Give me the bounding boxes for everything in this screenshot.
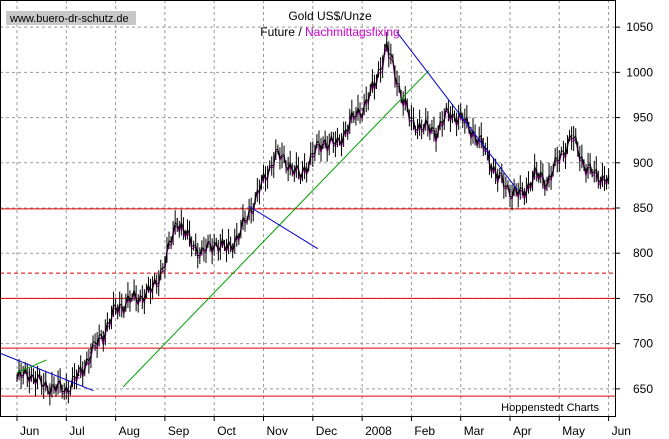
future-point [496, 175, 499, 178]
future-point [53, 386, 55, 388]
future-point [201, 252, 203, 255]
future-point [336, 143, 339, 146]
future-point [607, 175, 610, 178]
future-point [385, 44, 388, 47]
future-point [558, 157, 561, 160]
fixing-point [361, 109, 363, 112]
future-point [398, 85, 400, 87]
chart-title: Gold US$/Unze [288, 9, 372, 23]
future-point [114, 308, 117, 311]
future-point [546, 180, 548, 182]
future-point [410, 121, 413, 123]
credit-text: Hoppenstedt Charts [501, 402, 599, 414]
future-point [570, 134, 573, 137]
fixing-point [201, 254, 203, 256]
future-point [28, 371, 31, 374]
fixing-point [77, 377, 80, 379]
future-point [287, 161, 289, 164]
trend-line [248, 205, 318, 250]
future-point [509, 189, 511, 191]
y-tick-label: 1050 [626, 20, 653, 34]
future-point [151, 288, 154, 291]
x-tick-label: Jun [612, 424, 631, 438]
x-tick-label: Feb [414, 424, 435, 438]
future-point [275, 152, 277, 155]
chart-subtitle: Future / Nachmittagsfixing [260, 25, 399, 39]
future-point [40, 383, 43, 386]
future-point [373, 85, 376, 87]
future-point [595, 175, 598, 178]
future-point [324, 139, 326, 141]
trend-line [396, 31, 518, 191]
trend-line [16, 359, 47, 374]
y-tick-label: 850 [633, 201, 653, 215]
future-point [312, 152, 314, 155]
future-point [139, 295, 142, 298]
y-tick-label: 800 [633, 246, 653, 260]
trend-line [0, 352, 94, 392]
future-point [16, 377, 18, 379]
future-point [262, 180, 265, 182]
x-tick-label: Nov [267, 424, 288, 438]
x-tick-label: Apr [513, 424, 532, 438]
y-tick-labels: 650 700 750 800 850 900 950 1000 1050 [615, 20, 653, 396]
fixing-point [262, 181, 265, 184]
future-point [225, 247, 228, 250]
future-point [533, 172, 536, 175]
future-point [65, 388, 68, 390]
fixing-point [459, 118, 462, 121]
future-point [77, 374, 80, 377]
y-tick-label: 900 [633, 156, 653, 170]
y-tick-label: 650 [633, 382, 653, 396]
x-tick-label: Dec [316, 424, 337, 438]
future-point [176, 218, 179, 220]
trend-line [122, 70, 430, 388]
x-tick-label: Sep [168, 424, 190, 438]
watermark-box [6, 11, 136, 25]
x-tick-label: Mar [464, 424, 485, 438]
future-point [459, 116, 462, 119]
subtitle-fixing: Nachmittagsfixing [305, 25, 400, 39]
y-tick-label: 750 [633, 291, 653, 305]
future-point [238, 234, 240, 236]
future-point [188, 238, 191, 241]
y-tick-label: 700 [633, 337, 653, 351]
future-point [164, 261, 166, 264]
future-point [361, 107, 363, 110]
x-tick-label: Jun [20, 424, 39, 438]
future-point [90, 351, 92, 354]
future-series-layer [16, 32, 610, 406]
future-point [521, 193, 524, 196]
y-tick-label: 950 [633, 111, 653, 125]
trend-lines-layer [0, 31, 518, 392]
future-point [435, 130, 437, 132]
future-point [102, 332, 105, 334]
x-tick-label: Oct [217, 424, 236, 438]
x-tick-label: May [562, 424, 585, 438]
x-tick-label: 2008 [365, 424, 392, 438]
future-series [16, 32, 610, 406]
subtitle-future: Future / [260, 25, 305, 39]
x-tick-label: Aug [119, 424, 140, 438]
x-tick-label: Jul [69, 424, 84, 438]
x-tick-labels: Jun Jul Aug Sep Oct Nov Dec 2008 Feb Mar Apr May Jun [16, 416, 631, 438]
fixing-point [521, 196, 524, 198]
watermark-text: www.buero-dr-schutz.de [9, 13, 129, 25]
future-point [422, 125, 425, 128]
future-point [299, 175, 302, 178]
future-point [583, 161, 585, 164]
future-point [348, 121, 351, 123]
future-point [213, 241, 215, 244]
future-point [127, 299, 129, 302]
y-tick-label: 1000 [626, 65, 653, 79]
future-point [447, 112, 450, 114]
